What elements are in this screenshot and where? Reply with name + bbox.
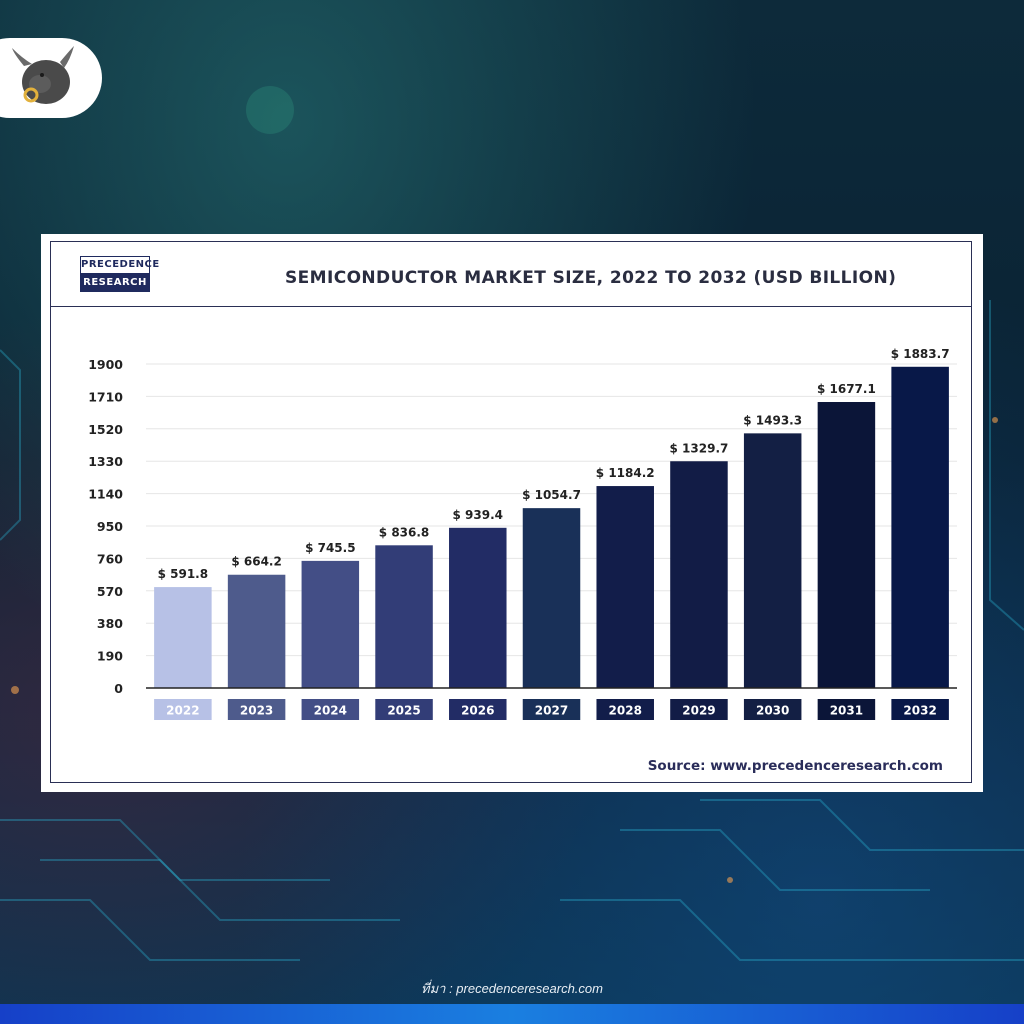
y-tick-label: 380 [97,616,123,631]
y-tick-label: 1900 [88,357,123,372]
x-axis-ticks: 2022 2023 2024 2025 2026 2027 2028 2029 2030 2031… [154,699,949,720]
x-tick-label-2024: 2024 [314,704,347,718]
x-tick-box [670,699,728,720]
brand-line-2: RESEARCH [80,274,150,292]
y-tick-label: 190 [97,649,123,664]
bar-2031 [817,402,876,688]
value-label-2025: $ 836.8 [379,525,429,539]
header-divider [51,306,971,307]
precedence-research-logo: PRECEDENCE RESEARCH [80,256,159,294]
y-tick-label: 950 [97,519,123,534]
x-tick-box [301,699,360,720]
x-tick-label-2032: 2032 [903,704,936,718]
y-tick-label: 1140 [88,487,123,502]
bar-2023 [227,574,286,688]
value-label-2022: $ 591.8 [158,567,208,581]
chart-card: PRECEDENCE RESEARCH SEMICONDUCTOR MARKET… [41,234,983,792]
y-tick-label: 760 [97,551,123,566]
x-tick-box [817,699,876,720]
x-tick-label-2022: 2022 [166,704,199,718]
x-tick-box [227,699,286,720]
y-tick-label: 1330 [88,454,123,469]
brand-line-1: PRECEDENCE [80,256,159,274]
bar-2029 [670,461,728,688]
bar-2025 [375,545,433,688]
x-tick-label-2027: 2027 [535,704,568,718]
x-tick-label-2026: 2026 [461,704,494,718]
bar-2022 [154,587,212,688]
y-tick-label: 570 [97,584,123,599]
x-tick-box [596,699,654,720]
x-tick-box [154,699,212,720]
x-tick-label-2025: 2025 [387,704,420,718]
y-tick-label: 0 [114,681,123,696]
value-label-2028: $ 1184.2 [596,466,655,480]
x-tick-label-2028: 2028 [609,704,642,718]
bull-logo-icon [12,46,74,104]
value-label-2024: $ 745.5 [305,541,355,555]
bar-2030 [743,433,802,688]
chart-title: SEMICONDUCTOR MARKET SIZE, 2022 TO 2032 … [285,268,897,288]
x-tick-box [375,699,433,720]
y-tick-label: 1710 [88,389,123,404]
value-labels: $ 591.8 $ 664.2 $ 745.5 $ 836.8 $ 939.4 $ 105… [158,347,950,581]
chart-frame: PRECEDENCE RESEARCH SEMICONDUCTOR MARKET… [50,241,972,783]
value-label-2032: $ 1883.7 [891,347,950,361]
value-label-2030: $ 1493.3 [743,413,802,427]
y-tick-label: 1520 [88,422,123,437]
y-axis-ticks: 0 190 380 570 760 950 1140 1330 1520 1710 1900 [88,357,123,696]
x-tick-label-2023: 2023 [240,704,273,718]
x-tick-label-2029: 2029 [682,704,715,718]
bottom-accent-band [0,1004,1024,1024]
bars [154,366,949,688]
x-tick-box [449,699,507,720]
x-tick-label-2031: 2031 [830,704,863,718]
image-caption: ที่มา : precedenceresearch.com [421,981,603,996]
x-tick-box [743,699,802,720]
source-note: Source: www.precedenceresearch.com [647,758,943,774]
bar-2032 [891,366,949,688]
brand-logo-badge [0,38,102,118]
bar-2028 [596,486,654,688]
x-tick-box [891,699,949,720]
x-tick-label-2030: 2030 [756,704,789,718]
bar-chart: 0 190 380 570 760 950 1140 1330 1520 1710 1900 $ 5… [88,347,957,720]
value-label-2027: $ 1054.7 [522,488,581,502]
x-tick-box [522,699,581,720]
bar-2026 [449,527,507,688]
value-label-2023: $ 664.2 [231,555,281,569]
value-label-2026: $ 939.4 [453,508,503,522]
value-label-2029: $ 1329.7 [670,441,729,455]
bar-2024 [301,560,360,688]
value-label-2031: $ 1677.1 [817,382,876,396]
bar-2027 [522,508,581,688]
